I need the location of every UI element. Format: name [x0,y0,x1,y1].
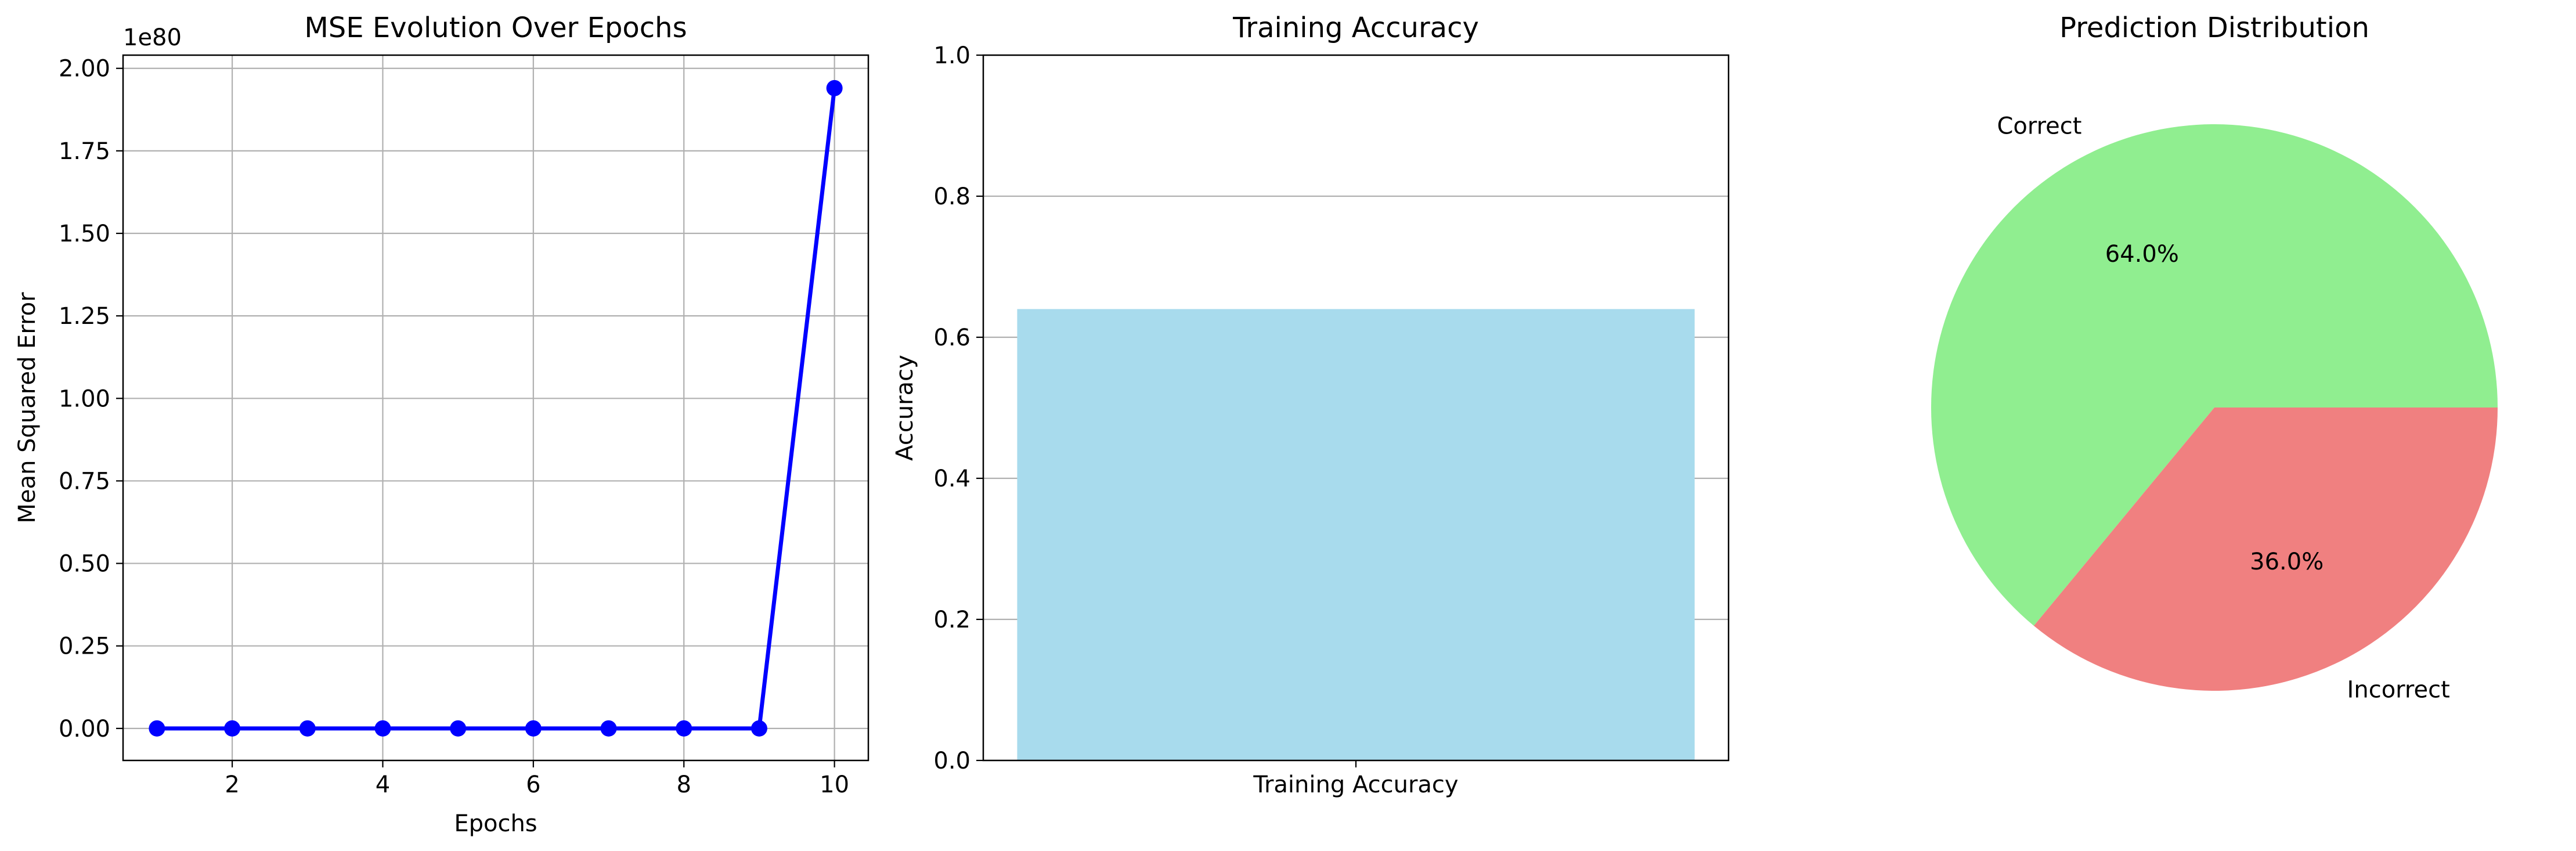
mse-x-tick-label: 2 [225,771,239,798]
mse-y-tick-label: 0.75 [59,468,110,495]
pie-slices [1931,124,2498,691]
mse-data-point [224,720,241,737]
mse-series [149,80,843,737]
mse-y-tick-label: 1.50 [59,221,110,247]
mse-data-point [525,720,542,737]
mse-ticks: 2 4 6 8 10 0.00 0.25 0.50 0.75 1.00 1.25 1.50 1.75 2.… [59,56,849,798]
accuracy-chart-title: Training Accuracy [1232,12,1479,44]
pie-percent-label: 64.0% [2105,241,2179,268]
pie-slice [2033,408,2498,691]
mse-series-line [157,88,837,731]
accuracy-y-tick-label: 0.6 [933,324,970,351]
mse-y-axis-label: Mean Squared Error [14,292,41,524]
mse-y-tick-label: 2.00 [59,56,110,82]
mse-y-offset-text: 1e80 [123,24,182,51]
mse-data-point [149,720,165,737]
mse-y-tick-label: 0.25 [59,633,110,660]
mse-chart-title: MSE Evolution Over Epochs [304,12,687,44]
accuracy-y-tick-label: 0.8 [933,183,970,210]
mse-x-tick-label: 10 [820,771,849,798]
mse-grid [123,55,868,760]
prediction-pie-chart: Correct 64.0% Incorrect 36.0% Prediction Di… [1931,12,2498,704]
accuracy-y-axis-label: Accuracy [892,355,918,461]
pie-percent-label: 36.0% [2250,549,2324,575]
pie-slice [1931,124,2498,626]
mse-data-point [299,720,316,737]
mse-line-chart: 2 4 6 8 10 0.00 0.25 0.50 0.75 1.00 1.25 1.50 1.75 2.… [14,12,870,837]
pie-category-label: Correct [1997,113,2081,139]
mse-plot-frame [122,54,870,762]
accuracy-y-tick-label: 0.2 [933,607,970,633]
mse-x-tick-label: 6 [526,771,540,798]
mse-data-point [826,80,843,96]
pie-category-label: Incorrect [2347,677,2450,704]
mse-y-tick-label: 0.00 [59,716,110,742]
pie-labels: Correct 64.0% Incorrect 36.0% [1997,113,2449,703]
mse-x-axis-label: Epochs [454,810,537,837]
mse-x-tick-label: 4 [376,771,390,798]
accuracy-bar [1017,309,1695,760]
mse-y-tick-label: 1.25 [59,303,110,330]
mse-data-point [751,720,767,737]
mse-y-tick-label: 1.75 [59,138,110,165]
mse-data-point [600,720,617,737]
mse-y-tick-label: 1.00 [59,385,110,412]
accuracy-y-tick-label: 1.0 [933,42,970,69]
mse-x-tick-label: 8 [677,771,691,798]
mse-data-point [374,720,391,737]
mse-y-tick-label: 0.50 [59,551,110,578]
accuracy-ticks: 0.0 0.2 0.4 0.6 0.8 1.0 Training Accuracy [933,42,1458,798]
mse-data-point [450,720,467,737]
mse-data-point [676,720,692,737]
accuracy-y-tick-label: 0.0 [933,748,970,774]
accuracy-x-tick-label: Training Accuracy [1253,771,1458,798]
accuracy-bar-chart: 0.0 0.2 0.4 0.6 0.8 1.0 Training Accuracy Trai… [892,12,1730,798]
accuracy-y-tick-label: 0.4 [933,466,970,492]
accuracy-bars [1017,309,1695,760]
pie-chart-title: Prediction Distribution [2059,12,2369,44]
